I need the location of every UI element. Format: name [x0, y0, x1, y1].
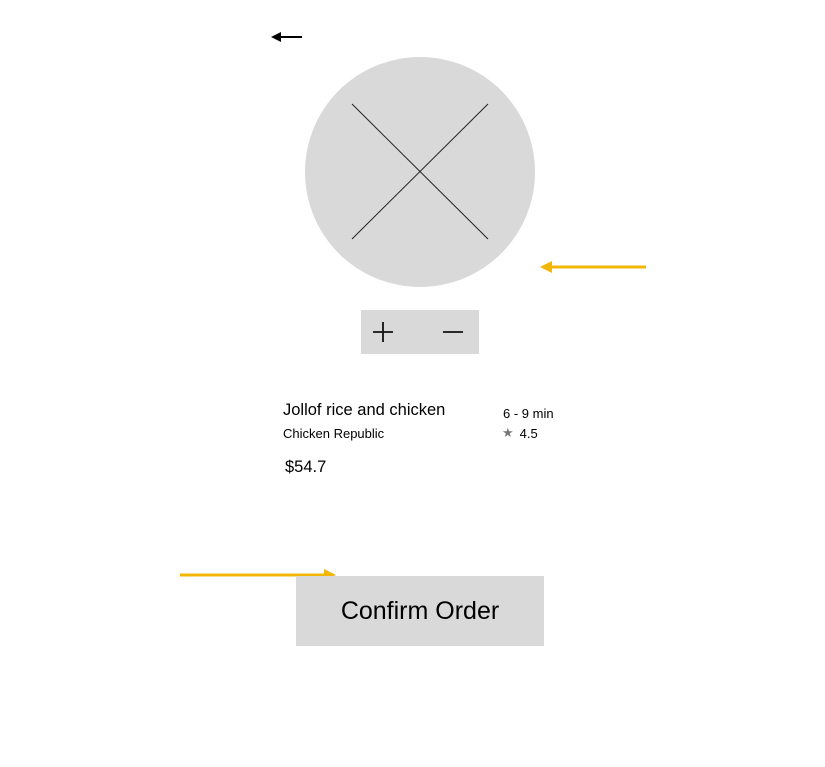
rating-value: 4.5	[519, 426, 538, 441]
product-price: $54.7	[285, 458, 327, 476]
rating: ★ 4.5	[502, 426, 538, 441]
increase-quantity-button[interactable]	[361, 310, 405, 354]
restaurant-name: Chicken Republic	[283, 426, 385, 441]
back-button[interactable]	[268, 26, 306, 48]
quantity-stepper	[361, 310, 479, 354]
star-icon: ★	[502, 426, 514, 441]
annotation-arrow-left	[538, 259, 648, 275]
product-title: Jollof rice and chicken	[283, 401, 446, 419]
delivery-time: 6 - 9 min	[503, 406, 554, 421]
arrow-left-icon	[271, 32, 302, 42]
plus-icon	[373, 322, 393, 342]
decrease-quantity-button[interactable]	[431, 310, 475, 354]
product-image	[305, 57, 535, 287]
minus-icon	[443, 331, 463, 333]
image-placeholder-icon	[351, 103, 489, 240]
confirm-order-button[interactable]: Confirm Order	[296, 576, 544, 646]
